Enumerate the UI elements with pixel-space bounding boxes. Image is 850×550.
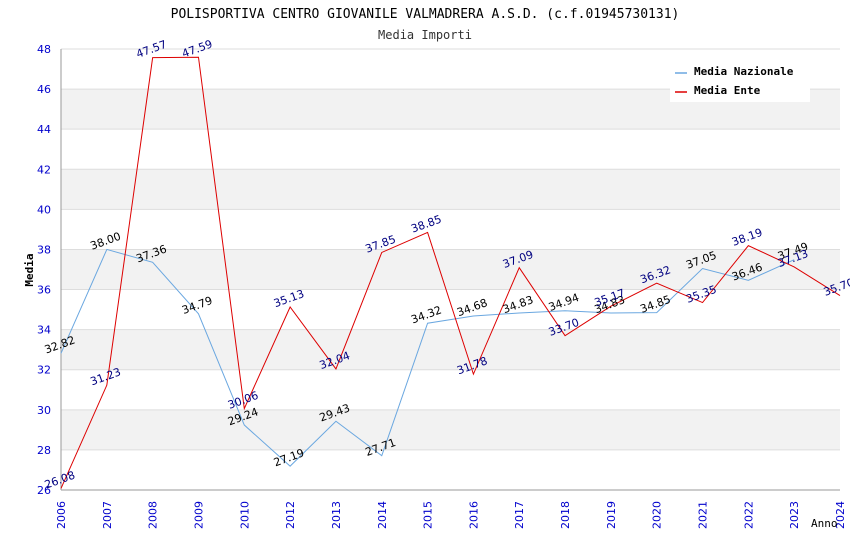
y-tick-label: 44 bbox=[37, 123, 51, 136]
x-tick-label: 2019 bbox=[605, 501, 618, 529]
series-line-media-ente bbox=[60, 56, 841, 489]
x-tick-label: 2024 bbox=[834, 501, 847, 529]
grid-band bbox=[61, 249, 840, 290]
x-tick-label: 2014 bbox=[376, 501, 389, 529]
series-line-media-nazionale bbox=[60, 248, 795, 467]
x-tick-label: 2009 bbox=[192, 501, 205, 529]
grid-bands bbox=[61, 89, 840, 450]
x-tick-label: 2022 bbox=[742, 501, 755, 529]
x-tick-label: 2008 bbox=[147, 501, 160, 529]
data-label: 35.13 bbox=[272, 287, 306, 310]
x-tick-label: 2007 bbox=[101, 501, 114, 529]
data-label: 26.08 bbox=[43, 469, 77, 492]
y-tick-labels: 26 28 30 32 34 36 38 40 42 44 46 48 bbox=[37, 43, 51, 497]
x-axis-label: Anno bbox=[811, 517, 838, 530]
y-tick-label: 40 bbox=[37, 203, 51, 216]
x-tick-label: 2017 bbox=[513, 501, 526, 529]
legend: Media Nazionale Media Ente bbox=[670, 60, 810, 102]
x-tick-label: 2015 bbox=[422, 501, 435, 529]
y-tick-label: 36 bbox=[37, 284, 51, 297]
y-tick-label: 42 bbox=[37, 163, 51, 176]
legend-label-media-nazionale: Media Nazionale bbox=[694, 65, 794, 78]
chart-subtitle: Media Importi bbox=[378, 28, 472, 42]
data-label: 38.85 bbox=[409, 213, 443, 236]
y-tick-label: 38 bbox=[37, 243, 51, 256]
x-tick-label: 2012 bbox=[284, 501, 297, 529]
x-tick-label: 2016 bbox=[467, 501, 480, 529]
y-tick-label: 48 bbox=[37, 43, 51, 56]
grid-band bbox=[61, 169, 840, 210]
x-tick-labels: 2006 2007 2008 2009 2010 2012 2013 2014 2015 2016… bbox=[55, 501, 847, 529]
x-tick-label: 2023 bbox=[788, 501, 801, 529]
y-axis-label: Media bbox=[23, 253, 36, 286]
x-tick-label: 2018 bbox=[559, 501, 572, 529]
grid-band bbox=[61, 329, 840, 370]
x-tick-label: 2006 bbox=[55, 501, 68, 529]
chart-title: POLISPORTIVA CENTRO GIOVANILE VALMADRERA… bbox=[171, 7, 680, 22]
y-tick-label: 30 bbox=[37, 404, 51, 417]
x-tick-label: 2021 bbox=[697, 501, 710, 529]
y-tick-label: 32 bbox=[37, 364, 51, 377]
y-tick-label: 46 bbox=[37, 83, 51, 96]
data-label: 34.79 bbox=[180, 294, 214, 317]
data-label: 38.19 bbox=[730, 226, 764, 249]
x-tick-label: 2020 bbox=[651, 501, 664, 529]
legend-label-media-ente: Media Ente bbox=[694, 84, 761, 97]
y-tick-label: 26 bbox=[37, 484, 51, 497]
data-label: 34.32 bbox=[409, 303, 443, 326]
grid-band bbox=[61, 409, 840, 450]
series-layer bbox=[60, 56, 841, 489]
y-tick-label: 34 bbox=[37, 324, 51, 337]
y-tick-label: 28 bbox=[37, 444, 51, 457]
x-tick-label: 2013 bbox=[330, 501, 343, 529]
legend-box bbox=[670, 60, 810, 102]
x-tick-label: 2010 bbox=[238, 501, 251, 529]
